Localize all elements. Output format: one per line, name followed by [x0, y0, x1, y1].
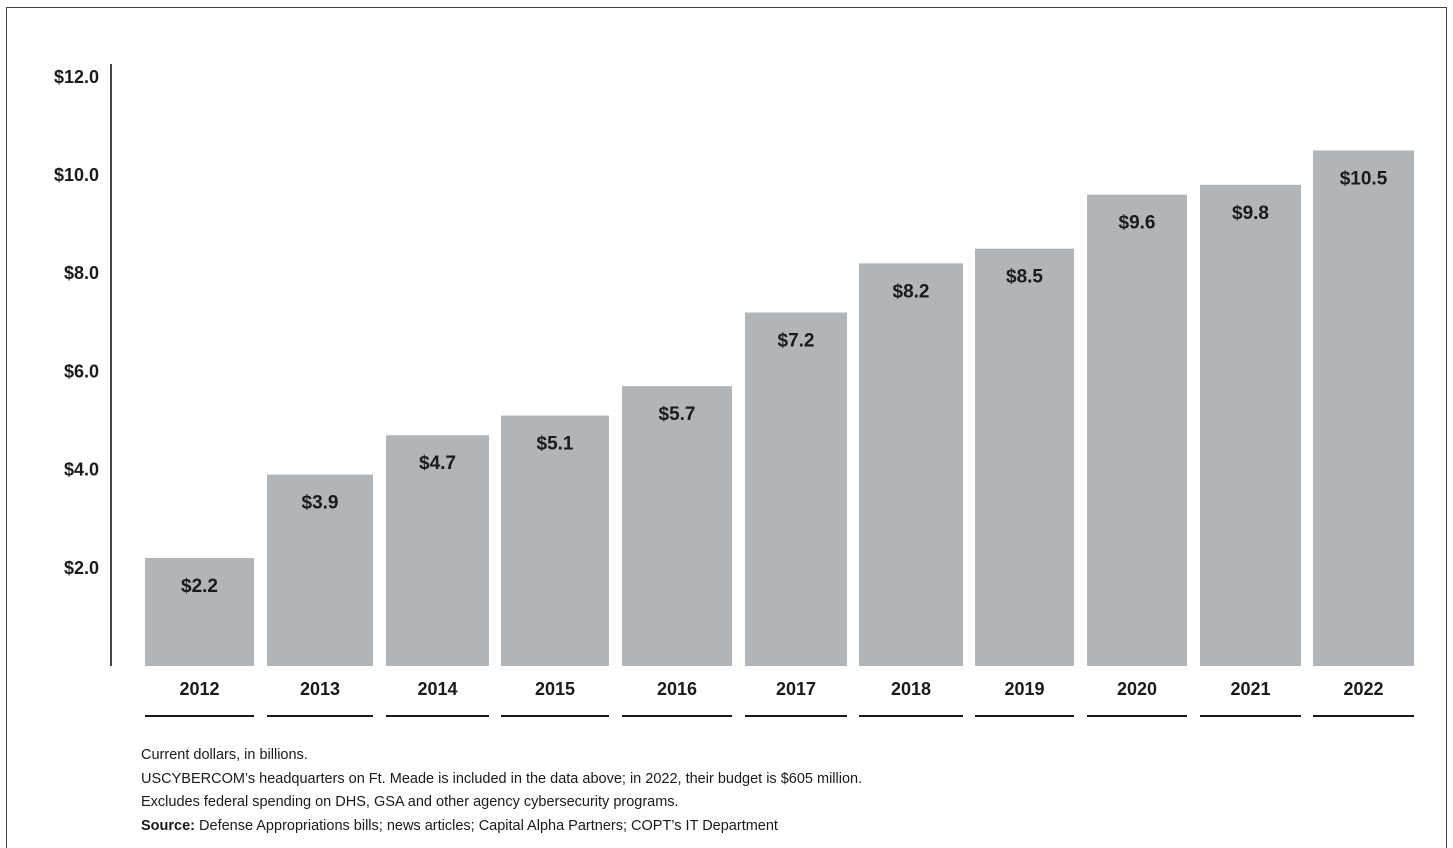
bar-2021	[1200, 184, 1301, 666]
data-label-2020: $9.6	[1119, 213, 1156, 234]
x-tick-labels: 2012 2013 2014 2015 2016 2017 2018 2019 2020 2021…	[179, 679, 1383, 699]
y-tick-label: $12.0	[54, 67, 99, 87]
note-exclusions: Excludes federal spending on DHS, GSA an…	[141, 794, 679, 810]
bar-2013	[267, 474, 373, 666]
note-source: Source: Defense Appropriations bills; ne…	[141, 815, 862, 839]
x-tick-label-2021: 2021	[1230, 679, 1270, 699]
y-tick-label: $6.0	[64, 361, 99, 381]
bar-2020	[1087, 194, 1187, 666]
x-tick-label-2019: 2019	[1004, 679, 1044, 699]
x-tick-label-2022: 2022	[1343, 679, 1383, 699]
source-text: Defense Appropriations bills; news artic…	[195, 817, 778, 834]
x-tick-label-2016: 2016	[657, 679, 697, 699]
bar-2022	[1313, 150, 1414, 666]
bar-2019	[975, 248, 1074, 666]
data-label-2012: $2.2	[181, 576, 218, 597]
bar-2017	[745, 312, 847, 666]
bar-2018	[859, 263, 963, 666]
y-tick-label: $8.0	[64, 263, 99, 283]
y-tick-labels: $2.0 $4.0 $6.0 $8.0 $10.0 $12.0	[54, 67, 99, 578]
bar-2014	[386, 435, 489, 666]
chart-notes: Current dollars, in billions. USCYBERCOM…	[141, 744, 862, 838]
y-tick-label: $4.0	[64, 460, 99, 480]
note-uscybercom: USCYBERCOM’s headquarters on Ft. Meade i…	[141, 770, 863, 787]
data-label-2013: $3.9	[302, 493, 339, 514]
data-label-2016: $5.7	[659, 404, 696, 425]
bar-2012	[145, 557, 254, 666]
data-label-2021: $9.8	[1232, 203, 1269, 224]
x-tick-label-2014: 2014	[417, 679, 457, 699]
bars: $2.2 $3.9 $4.7 $5.1 $5.7 $7.2 $8.2 $8.5 $9.6 $9.8…	[145, 150, 1414, 666]
data-label-2018: $8.2	[893, 281, 930, 302]
data-label-2022: $10.5	[1340, 168, 1388, 189]
x-tick-label-2018: 2018	[891, 679, 931, 699]
x-tick-label-2012: 2012	[179, 679, 219, 699]
y-tick-label: $10.0	[54, 165, 99, 185]
bar-2016	[622, 386, 732, 666]
data-label-2015: $5.1	[537, 434, 574, 455]
x-tick-label-2020: 2020	[1117, 679, 1157, 699]
source-label: Source:	[141, 817, 195, 834]
x-tick-label-2013: 2013	[300, 679, 340, 699]
bar-2015	[501, 415, 609, 666]
y-tick-label: $2.0	[64, 558, 99, 578]
x-tick-label-2017: 2017	[776, 679, 816, 699]
x-tick-label-2015: 2015	[535, 679, 575, 699]
data-label-2017: $7.2	[778, 330, 815, 351]
note-units: Current dollars, in billions.	[141, 747, 308, 763]
data-label-2019: $8.5	[1006, 267, 1043, 288]
data-label-2014: $4.7	[419, 453, 456, 474]
